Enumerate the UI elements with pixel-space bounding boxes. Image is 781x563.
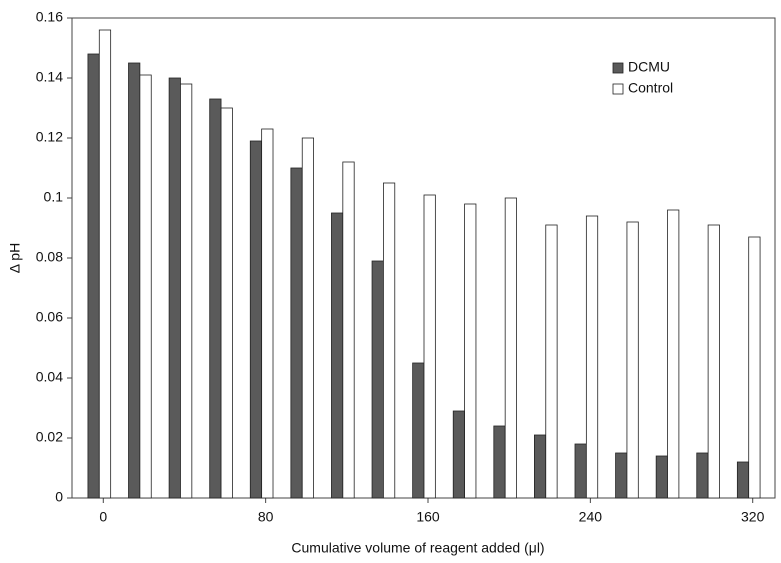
bar <box>98 29 112 499</box>
y-tick-label: 0.02 <box>36 429 63 445</box>
bar <box>209 98 222 499</box>
bar <box>504 197 517 499</box>
bar <box>615 452 628 499</box>
x-tick-label: 160 <box>416 509 440 525</box>
x-tick-label: 240 <box>579 509 603 525</box>
bar <box>261 128 274 499</box>
bar <box>574 443 587 499</box>
legend-label: DCMU <box>628 59 670 75</box>
x-tick-label: 80 <box>258 509 274 525</box>
bar <box>423 194 436 499</box>
bar <box>534 434 547 499</box>
bar <box>412 362 425 499</box>
bar <box>301 137 314 499</box>
bar <box>87 53 100 499</box>
y-tick-label: 0.12 <box>36 129 63 145</box>
bar <box>371 260 384 499</box>
y-axis-label: Δ pH <box>7 243 23 273</box>
bar <box>667 209 680 499</box>
x-tick-label: 320 <box>741 509 765 525</box>
bar <box>383 182 396 499</box>
y-tick-label: 0.04 <box>36 369 63 385</box>
bar <box>220 107 233 499</box>
bar <box>452 410 465 499</box>
bar <box>139 74 152 499</box>
bar <box>168 77 181 499</box>
bar <box>585 215 599 499</box>
y-tick-label: 0.1 <box>44 189 64 205</box>
x-tick-label: 0 <box>99 509 107 525</box>
legend-swatch <box>612 83 624 95</box>
bar <box>331 212 344 499</box>
y-tick-label: 0.14 <box>36 69 63 85</box>
legend-label: Control <box>628 80 673 96</box>
bar <box>545 224 558 499</box>
bar <box>342 161 355 499</box>
bar <box>464 203 477 499</box>
x-axis-label: Cumulative volume of reagent added (μl) <box>291 540 544 556</box>
y-tick-label: 0.16 <box>36 9 63 25</box>
y-tick-label: 0 <box>55 489 63 505</box>
legend-swatch <box>612 62 624 74</box>
bar <box>128 62 141 499</box>
bar <box>180 83 193 499</box>
y-tick-label: 0.06 <box>36 309 63 325</box>
bar <box>493 425 506 499</box>
bar <box>655 455 668 499</box>
bar <box>736 461 750 499</box>
bar <box>748 236 761 499</box>
bar <box>696 452 709 499</box>
bar <box>249 140 263 499</box>
bar <box>626 221 639 499</box>
bar <box>707 224 720 499</box>
y-tick-label: 0.08 <box>36 249 63 265</box>
bar <box>290 167 303 499</box>
